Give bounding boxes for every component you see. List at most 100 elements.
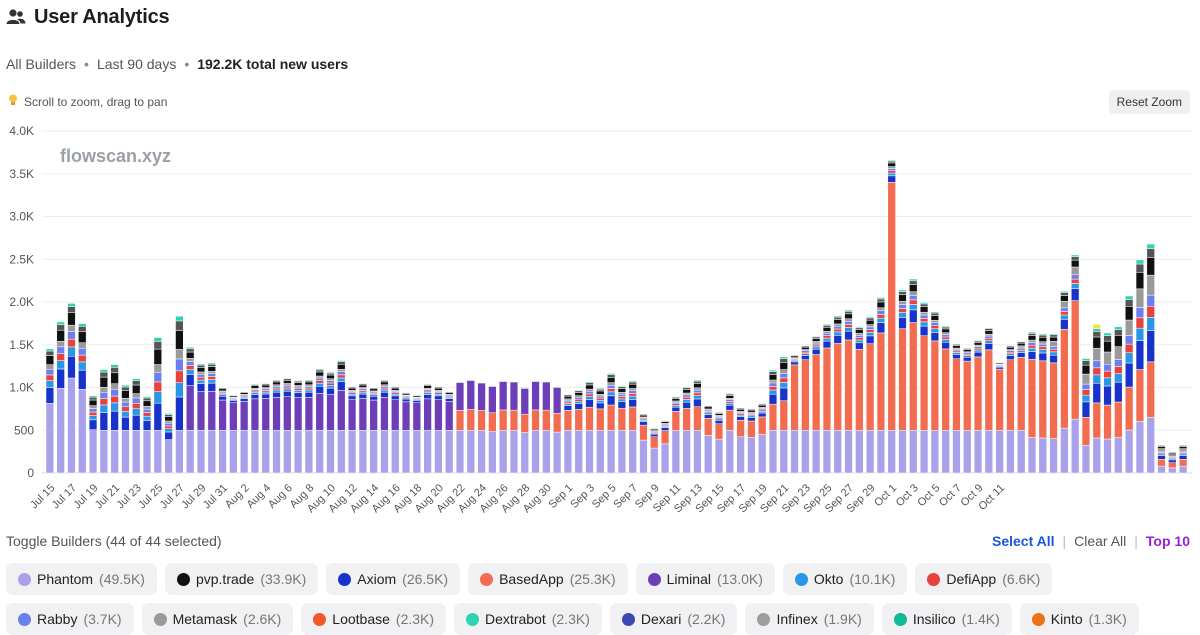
bar-segment [272, 391, 281, 398]
bar-segment [725, 409, 734, 431]
builder-chip-basedapp[interactable]: BasedApp (25.3K) [468, 563, 628, 595]
bar-segment [1114, 437, 1123, 474]
bar-segment [909, 291, 918, 296]
bar-segment [337, 390, 346, 431]
y-tick-label: 3.0K [9, 210, 34, 224]
bar-segment [984, 335, 993, 339]
bar-segment [973, 430, 983, 474]
builder-chip-insilico[interactable]: Insilico (1.4K) [881, 603, 1012, 635]
builder-chip-liminal[interactable]: Liminal (13.0K) [635, 563, 775, 595]
builder-chip-rabby[interactable]: Rabby (3.7K) [6, 603, 134, 635]
reset-zoom-button[interactable]: Reset Zoom [1108, 90, 1190, 114]
bar-segment [952, 345, 961, 349]
bar-segment [574, 392, 583, 396]
bar-segment [531, 409, 540, 431]
builder-chip-pvp-trade[interactable]: pvp.trade (33.9K) [164, 563, 319, 595]
bar-segment [919, 335, 929, 431]
bar-segment [240, 430, 249, 474]
bar-segment [812, 354, 821, 431]
bar-segment [99, 398, 108, 406]
bar-segment [984, 430, 993, 474]
bar-segment [121, 401, 130, 407]
top10-button[interactable]: Top 10 [1145, 533, 1190, 549]
bar-segment [293, 392, 303, 398]
bar-segment [639, 414, 648, 418]
bar-segment [261, 398, 270, 431]
bar-segment [1049, 333, 1058, 336]
bar-segment [822, 347, 832, 431]
bar-segment [293, 382, 303, 386]
bar-segment [930, 312, 940, 316]
users-stacked-bar-chart[interactable]: 0 500 1.0K 1.5K 2.0K 2.5K 3.0K 3.5K 4.0K flowscan… [0, 118, 1200, 523]
builder-chip-axiom[interactable]: Axiom (26.5K) [326, 563, 461, 595]
bar-segment [56, 353, 65, 361]
bar-segment [380, 391, 389, 398]
bar-segment [326, 371, 335, 374]
bar-segment [67, 355, 76, 379]
builder-chip-okto[interactable]: Okto (10.1K) [782, 563, 908, 595]
builder-chip-phantom[interactable]: Phantom (49.5K) [6, 563, 157, 595]
bar-segment [391, 393, 400, 397]
color-swatch-icon [338, 572, 352, 586]
bar-segment [240, 392, 249, 395]
bar-segment [121, 384, 130, 388]
clear-all-button[interactable]: Clear All [1074, 533, 1127, 549]
bar-segment [574, 401, 583, 404]
bar-segment [930, 320, 940, 323]
bar-segment [844, 324, 853, 328]
builder-name: Infinex [776, 611, 818, 627]
bar-segment [56, 360, 65, 370]
bar-segment [1071, 254, 1080, 257]
builder-chip-metamask[interactable]: Metamask (2.6K) [141, 603, 294, 635]
bar-segment [293, 388, 303, 391]
bar-segment [855, 339, 864, 344]
select-all-button[interactable]: Select All [991, 533, 1055, 549]
builder-count: (1.9K) [823, 611, 862, 627]
bar-segment [876, 317, 886, 323]
builder-name: DefiApp [946, 571, 997, 587]
bar-segment [347, 430, 357, 474]
bar-segment [337, 360, 346, 363]
builder-chip-kinto[interactable]: Kinto (1.3K) [1019, 603, 1139, 635]
bar-segment [380, 387, 389, 391]
builder-chip-dexari[interactable]: Dexari (2.2K) [609, 603, 738, 635]
bar-segment [833, 343, 842, 431]
bar-segment [196, 391, 206, 431]
bar-segment [380, 381, 389, 386]
bar-segment [876, 298, 886, 303]
bar-segment [844, 309, 853, 312]
scope-label: All Builders [6, 56, 77, 72]
bar-segment [606, 373, 616, 375]
toggle-builders-label: Toggle Builders (44 of 44 selected) [6, 533, 222, 549]
bar-segment [455, 410, 465, 431]
bar-segment [628, 393, 637, 397]
bar-segment [606, 388, 616, 393]
bar-segment [865, 317, 875, 321]
bar-segment [542, 430, 551, 474]
bar-segment [1038, 349, 1047, 354]
page-header: User Analytics [6, 4, 170, 30]
bar-segment [919, 311, 929, 316]
bar-segment [563, 399, 573, 403]
bar-segment [1178, 448, 1188, 452]
bar-segment [1071, 418, 1080, 474]
bar-segment [423, 398, 432, 431]
builder-chip-defiapp[interactable]: DefiApp (6.6K) [915, 563, 1053, 595]
bar-segment [304, 386, 314, 389]
bar-segment [671, 406, 680, 412]
bar-segment [768, 374, 778, 381]
bar-segment [466, 380, 475, 410]
bar-segment [682, 389, 691, 394]
bar-segment [250, 383, 260, 385]
builder-chip-infinex[interactable]: Infinex (1.9K) [745, 603, 874, 635]
builder-name: Dexari [640, 611, 682, 627]
bar-segment [1006, 355, 1015, 360]
builder-chip-dextrabot[interactable]: Dextrabot (2.3K) [454, 603, 602, 635]
y-tick-label: 4.0K [9, 124, 34, 138]
bar-segment [596, 402, 605, 410]
bar-segment [142, 408, 152, 413]
bar-segment [1092, 336, 1101, 349]
bar-segment [628, 406, 637, 431]
builder-chip-lootbase[interactable]: Lootbase (2.3K) [301, 603, 447, 635]
bar-segment [876, 301, 886, 309]
